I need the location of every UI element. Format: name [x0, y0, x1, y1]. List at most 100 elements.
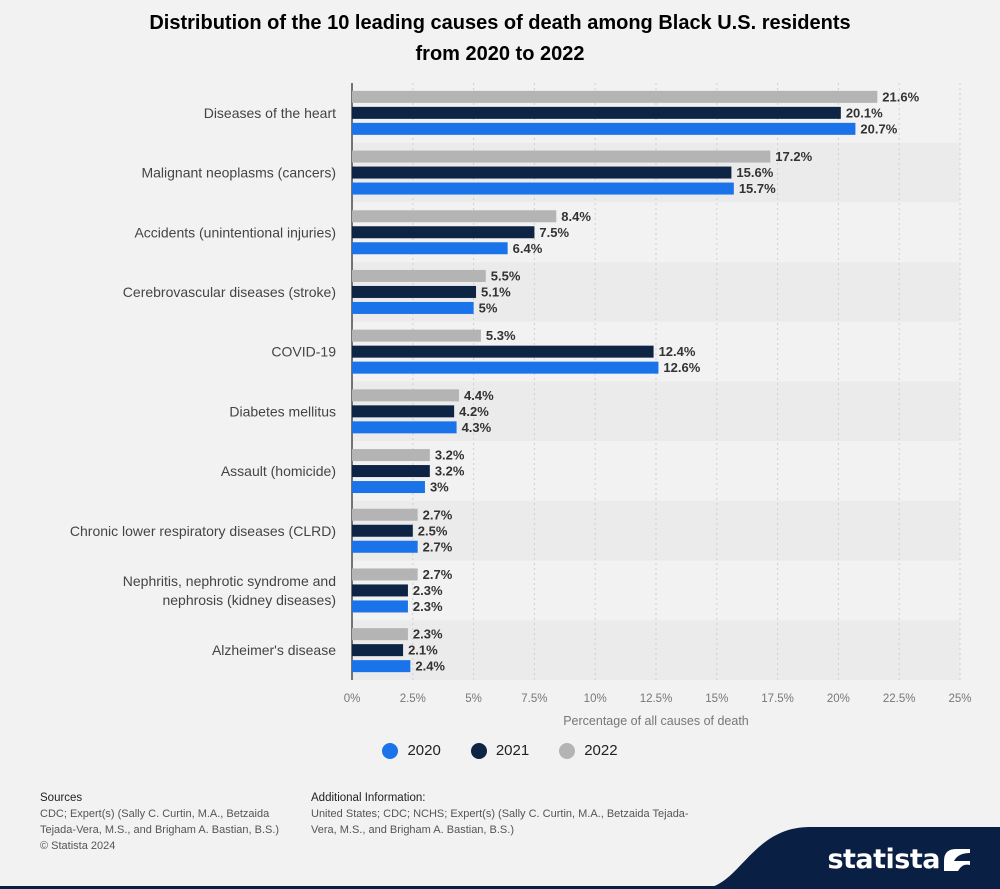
legend-item-2021[interactable]: 2021: [470, 742, 530, 759]
bar-2020: [352, 600, 408, 613]
data-label-2021: 15.6%: [736, 165, 773, 180]
additional-info-heading: Additional Information:: [311, 792, 426, 804]
chart-title: Distribution of the 10 leading causes of…: [0, 8, 1000, 70]
x-tick-label: 25%: [948, 693, 971, 705]
x-tick-label: 5%: [465, 693, 482, 705]
category-label: Assault (homicide): [221, 463, 336, 479]
data-label-2020: 12.6%: [663, 360, 700, 375]
x-tick-label: 0%: [344, 693, 361, 705]
statista-brand[interactable]: statista: [700, 827, 1000, 889]
bar-chart: Diseases of the heart 21.6%20.1%20.7% Mali…: [70, 83, 972, 728]
row-band: [352, 620, 960, 680]
x-tick-label: 12.5%: [640, 693, 673, 705]
row-band: [352, 500, 960, 561]
additional-info-text: United States; CDC; NCHS; Expert(s) (Sal…: [311, 808, 689, 836]
data-label-2020: 3%: [430, 480, 449, 495]
row-band: [352, 441, 960, 501]
bar-2021: [352, 465, 430, 478]
data-label-2022: 2.7%: [423, 567, 453, 582]
data-label-2022: 5.3%: [486, 328, 516, 343]
x-tick-label: 7.5%: [521, 693, 547, 705]
bar-2022: [352, 90, 878, 103]
x-tick-label: 15%: [705, 693, 728, 705]
sources-heading[interactable]: Sources: [40, 792, 83, 804]
bar-2022: [352, 269, 486, 282]
bar-2020: [352, 182, 734, 195]
x-tick-label: 10%: [584, 693, 607, 705]
bar-2021: [352, 524, 413, 537]
bar-2021: [352, 106, 841, 119]
category-label: Diabetes mellitus: [229, 403, 336, 419]
bar-2021: [352, 644, 404, 657]
bar-2022: [352, 508, 418, 521]
data-label-2020: 2.3%: [413, 599, 443, 614]
category-label: Alzheimer's disease: [212, 642, 336, 658]
copyright-text: © Statista 2024: [40, 840, 116, 852]
x-tick-label: 22.5%: [883, 693, 916, 705]
bar-2020: [352, 421, 457, 434]
legend-label-2020: 2020: [407, 742, 441, 759]
category-label: Malignant neoplasms (cancers): [141, 165, 336, 181]
bar-2020: [352, 540, 418, 553]
brand-background: [700, 827, 1000, 889]
category-label: Nephritis, nephrotic syndrome and: [123, 573, 336, 589]
legend-marker-2020: [382, 742, 399, 759]
statista-logo-icon: [944, 849, 970, 871]
bar-2022: [352, 449, 430, 462]
data-label-2021: 12.4%: [659, 344, 696, 359]
legend-label-2022: 2022: [584, 742, 618, 759]
bar-2022: [352, 150, 771, 163]
sources-text: CDC; Expert(s) (Sally C. Curtin, M.A., B…: [40, 808, 280, 836]
data-label-2021: 5.1%: [481, 284, 511, 299]
bar-2022: [352, 628, 408, 641]
bar-2022: [352, 568, 418, 581]
x-tick-label: 17.5%: [761, 693, 794, 705]
legend-label-2021: 2021: [495, 742, 530, 759]
data-label-2020: 5%: [479, 300, 498, 315]
chart-title-line-2: from 2020 to 2022: [415, 43, 585, 65]
chart-legend: 2020 2021 2022: [0, 742, 1000, 759]
bar-2022: [352, 389, 460, 402]
data-label-2020: 2.4%: [415, 659, 445, 674]
data-label-2022: 17.2%: [775, 149, 812, 164]
category-label: Accidents (unintentional injuries): [134, 224, 336, 240]
bar-2021: [352, 166, 732, 179]
data-label-2021: 20.1%: [846, 105, 883, 120]
statista-logo-text: statista: [827, 844, 940, 875]
data-label-2022: 8.4%: [561, 209, 591, 224]
data-label-2022: 2.3%: [413, 627, 443, 642]
data-label-2022: 2.7%: [423, 507, 453, 522]
legend-item-2020[interactable]: 2020: [382, 742, 441, 759]
data-label-2020: 2.7%: [423, 539, 453, 554]
x-tick-label: 20%: [827, 693, 850, 705]
data-label-2021: 2.5%: [418, 523, 448, 538]
category-label: COVID-19: [271, 344, 336, 360]
data-label-2021: 2.3%: [413, 583, 443, 598]
data-label-2022: 21.6%: [882, 89, 919, 104]
bar-2022: [352, 210, 557, 223]
data-label-2020: 15.7%: [739, 181, 776, 196]
row-band: [352, 560, 960, 621]
data-label-2021: 7.5%: [539, 225, 569, 240]
bar-2021: [352, 285, 477, 298]
data-label-2020: 6.4%: [513, 241, 543, 256]
bar-2020: [352, 301, 474, 314]
category-label: Diseases of the heart: [204, 105, 336, 121]
data-label-2021: 4.2%: [459, 404, 489, 419]
bar-2020: [352, 122, 856, 135]
bar-2020: [352, 481, 425, 494]
bar-2020: [352, 242, 508, 255]
bar-2021: [352, 345, 654, 358]
legend-marker-2021: [470, 742, 487, 759]
legend-item-2022[interactable]: 2022: [559, 742, 618, 759]
bar-2021: [352, 584, 408, 597]
bar-2021: [352, 226, 535, 239]
bottom-accent-line: [0, 886, 1000, 889]
data-label-2020: 4.3%: [462, 420, 492, 435]
bar-2020: [352, 361, 659, 374]
data-label-2021: 3.2%: [435, 464, 465, 479]
sources-block: Sources CDC; Expert(s) (Sally C. Curtin,…: [40, 790, 305, 854]
legend-marker-2022: [559, 742, 576, 759]
data-label-2022: 5.5%: [491, 268, 521, 283]
data-label-2022: 4.4%: [464, 388, 494, 403]
